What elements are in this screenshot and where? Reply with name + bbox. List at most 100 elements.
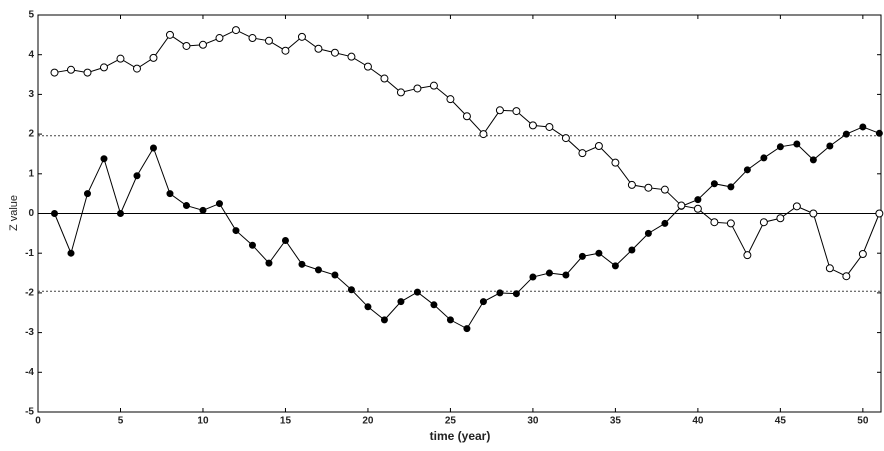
data-point [743, 251, 752, 260]
data-point [809, 209, 818, 218]
data-point [248, 241, 256, 249]
x-tick-label: 30 [527, 416, 539, 427]
y-tick-label: 3 [28, 89, 34, 100]
data-point [199, 206, 207, 214]
data-point [462, 112, 471, 121]
y-axis-label: Z value [8, 195, 20, 231]
data-point [446, 95, 455, 104]
data-point [611, 158, 620, 167]
y-tick-label: 5 [28, 10, 34, 21]
data-point [677, 201, 686, 210]
data-point [512, 107, 521, 116]
series-line [54, 126, 880, 330]
data-point [529, 273, 537, 281]
data-point [726, 219, 735, 228]
data-point [281, 236, 289, 244]
data-point [83, 68, 92, 77]
x-tick-label: 25 [445, 416, 457, 427]
data-point [628, 246, 636, 254]
data-point [826, 142, 834, 150]
data-point [99, 63, 108, 72]
data-point [809, 156, 817, 164]
y-tick-label: -1 [25, 248, 34, 259]
data-point [182, 202, 190, 210]
x-tick-label: 5 [118, 416, 124, 427]
y-tick-label: -4 [25, 367, 34, 378]
data-point [545, 122, 554, 131]
data-point [232, 227, 240, 235]
data-point [67, 249, 75, 257]
data-point [298, 260, 306, 268]
data-point [165, 30, 174, 39]
data-point [133, 172, 141, 180]
data-point [776, 214, 785, 223]
data-point [578, 252, 586, 260]
data-point [545, 269, 553, 277]
data-point [314, 44, 323, 53]
data-point [561, 134, 570, 143]
data-point [413, 288, 421, 296]
data-point [479, 130, 488, 139]
data-point [100, 155, 108, 163]
data-point [66, 65, 75, 74]
x-tick-label: 45 [775, 416, 787, 427]
data-point [347, 52, 356, 61]
data-point [463, 325, 471, 333]
data-point [825, 264, 834, 273]
data-point [116, 210, 124, 217]
x-tick-label: 40 [692, 416, 704, 427]
data-point [314, 266, 322, 274]
data-point [380, 74, 389, 83]
data-point [446, 316, 454, 324]
data-point [215, 34, 224, 43]
data-point [132, 64, 141, 73]
data-point [528, 121, 537, 130]
data-point [149, 144, 157, 152]
data-point [792, 202, 801, 211]
data-point [198, 40, 207, 49]
data-point [858, 249, 867, 258]
data-point [166, 190, 174, 198]
data-point [330, 48, 339, 57]
data-point [363, 62, 372, 71]
y-tick-label: 2 [28, 129, 34, 140]
x-tick-label: 10 [197, 416, 209, 427]
data-point [50, 210, 58, 217]
data-point [397, 298, 405, 306]
data-point [660, 185, 669, 194]
data-point [842, 272, 851, 281]
data-point [760, 154, 768, 162]
data-point [611, 262, 619, 270]
data-point [396, 88, 405, 97]
data-point [693, 204, 702, 213]
data-point [743, 166, 751, 174]
data-point [875, 209, 884, 218]
data-point [231, 26, 240, 35]
x-axis-label: time (year) [430, 429, 491, 443]
data-point [116, 54, 125, 63]
data-point [578, 149, 587, 158]
data-point [215, 200, 223, 208]
data-point [264, 36, 273, 45]
data-point [859, 123, 867, 131]
y-tick-label: 1 [28, 168, 34, 179]
data-point [875, 129, 883, 137]
data-point [776, 143, 784, 151]
data-point [380, 316, 388, 324]
x-tick-label: 50 [857, 416, 869, 427]
data-point [50, 68, 59, 77]
y-tick-label: 4 [28, 49, 34, 60]
x-tick-label: 35 [610, 416, 622, 427]
data-point [149, 53, 158, 62]
data-point [793, 140, 801, 148]
data-point [694, 196, 702, 204]
y-tick-label: -5 [25, 407, 34, 418]
data-point [248, 34, 257, 43]
data-point [265, 259, 273, 267]
data-point [661, 219, 669, 227]
data-point [413, 84, 422, 93]
data-point [430, 301, 438, 309]
x-tick-label: 15 [280, 416, 292, 427]
data-point [562, 271, 570, 279]
